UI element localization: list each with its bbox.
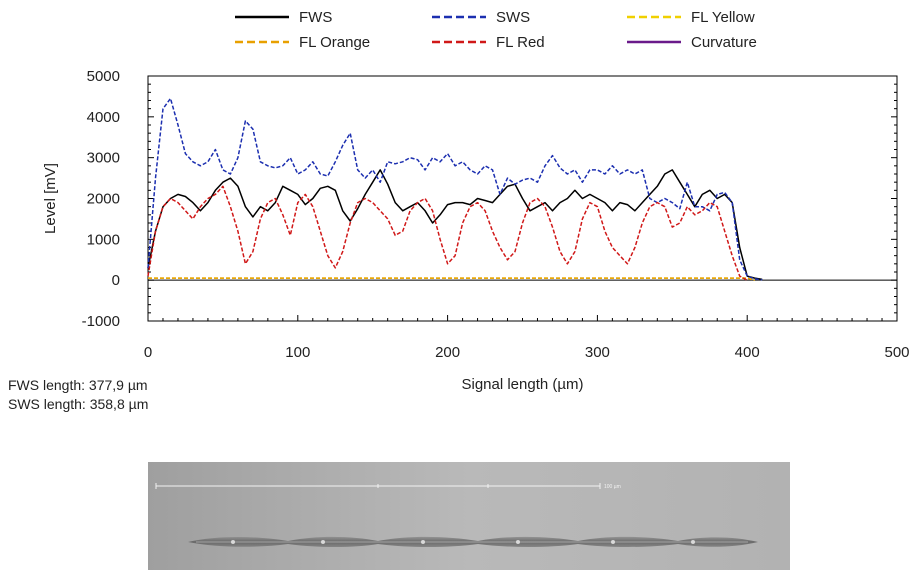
scale-bar: 100 µm [155, 483, 621, 490]
particle-chain [188, 536, 758, 547]
legend-label-fl-yellow: FL Yellow [691, 9, 755, 26]
x-tick-label: 100 [285, 344, 310, 361]
legend-label-curvature: Curvature [691, 34, 757, 51]
series-sws [147, 97, 763, 281]
x-tick-label: 200 [435, 344, 460, 361]
fws-length-label: FWS length: 377,9 µm [8, 377, 148, 393]
axis-ticks [147, 75, 898, 322]
x-tick-label: 300 [585, 344, 610, 361]
y-tick-label: 2000 [87, 191, 120, 208]
x-tick-label: 400 [735, 344, 760, 361]
y-tick-label: 3000 [87, 150, 120, 167]
legend-label-fl-red: FL Red [496, 34, 545, 51]
scale-bar-label: 100 µm [604, 484, 621, 490]
legend-label-fl-orange: FL Orange [299, 34, 370, 51]
series-fl-red [147, 185, 748, 281]
particle-image: 100 µm [148, 462, 790, 570]
y-tick-label: 4000 [87, 109, 120, 126]
y-tick-label: 1000 [87, 231, 120, 248]
y-tick-label: -1000 [82, 313, 120, 330]
y-tick-label: 5000 [87, 68, 120, 85]
y-axis-title: Level [mV] [42, 163, 59, 234]
tick-labels: 0 100 200 300 400 500 -1000 0 1000 2000 3000 4000 50… [82, 68, 910, 361]
chart-legend: FWS SWS FL Yellow FL Orange FL Red Curvature [235, 9, 757, 51]
x-tick-label: 0 [144, 344, 152, 361]
legend-label-sws: SWS [496, 9, 530, 26]
legend-label-fws: FWS [299, 9, 332, 26]
x-axis-title: Signal length (µm) [461, 376, 583, 393]
y-tick-label: 0 [112, 272, 120, 289]
series-fws [147, 169, 763, 281]
series-layer [147, 97, 763, 281]
x-tick-label: 500 [884, 344, 909, 361]
image-background [148, 462, 790, 570]
sws-length-label: SWS length: 358,8 µm [8, 396, 149, 412]
series-fl-orange [148, 277, 755, 281]
